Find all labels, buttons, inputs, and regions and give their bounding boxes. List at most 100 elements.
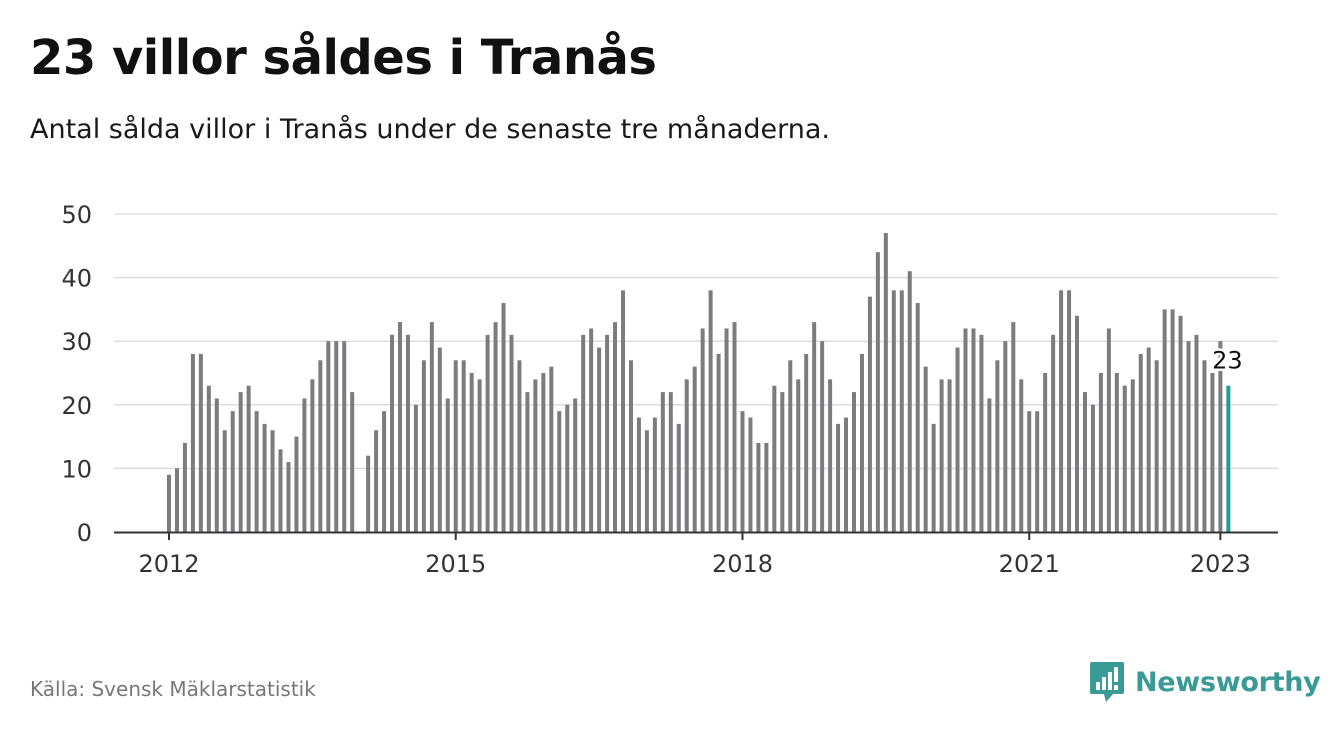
bar (270, 430, 275, 532)
bar (310, 379, 315, 532)
bar (621, 290, 625, 532)
bar (206, 385, 211, 532)
bar (1130, 379, 1135, 532)
bar (1170, 309, 1175, 532)
bar (939, 379, 944, 532)
bar (1154, 360, 1159, 532)
x-tick-label: 2018 (712, 550, 773, 578)
bar (836, 423, 841, 532)
bar (1027, 411, 1032, 532)
bar (748, 417, 753, 532)
y-tick-label: 50 (61, 201, 92, 229)
bar (628, 360, 633, 532)
bar (302, 398, 307, 532)
bar (804, 353, 809, 532)
bar (915, 303, 920, 532)
bar (780, 392, 785, 532)
bar (1210, 373, 1215, 532)
bar (437, 347, 442, 532)
bar (1178, 315, 1183, 532)
bar (1146, 347, 1151, 532)
bar (756, 442, 761, 532)
bar (318, 360, 323, 532)
bar (1106, 328, 1111, 532)
bar (851, 392, 856, 532)
bar (342, 341, 347, 532)
bar (517, 360, 522, 532)
bar (764, 442, 769, 532)
bar (222, 430, 227, 532)
bar (366, 455, 371, 532)
bar (716, 353, 721, 532)
bar (613, 322, 618, 532)
highlighted-bar (1226, 385, 1231, 532)
bar (238, 392, 243, 532)
bar (262, 423, 267, 532)
bar (844, 417, 849, 532)
bar (955, 347, 960, 532)
bar (1043, 373, 1048, 532)
bar (979, 334, 984, 532)
bar (350, 392, 355, 532)
bar (899, 290, 904, 532)
bar (525, 392, 530, 532)
bar (230, 411, 235, 532)
bar (485, 334, 490, 532)
bar (788, 360, 793, 532)
bar (573, 398, 578, 532)
bar (557, 411, 562, 532)
bar (405, 334, 410, 532)
bar (382, 411, 387, 532)
newsworthy-logo[interactable]: Newsworthy (1089, 660, 1321, 704)
bar (828, 379, 833, 532)
bar-series (167, 233, 1231, 532)
bar (565, 404, 570, 532)
y-tick-label: 30 (61, 328, 92, 356)
bar (421, 360, 426, 532)
bar (644, 430, 649, 532)
bar (374, 430, 379, 532)
bar (684, 379, 689, 532)
bar (812, 322, 817, 532)
bar (429, 322, 434, 532)
bar-chart-bubble-icon (1090, 662, 1124, 702)
bar (660, 392, 665, 532)
bar (995, 360, 1000, 532)
bar (724, 328, 729, 532)
bar (1051, 334, 1056, 532)
bar (469, 373, 474, 532)
bar (1186, 341, 1191, 532)
bar (1114, 373, 1119, 532)
bar (676, 423, 681, 532)
y-tick-label: 0 (77, 519, 92, 547)
x-tick-label: 2012 (138, 550, 199, 578)
bar (294, 436, 299, 532)
bar (605, 334, 610, 532)
bar (461, 360, 466, 532)
bar (891, 290, 896, 532)
bar (477, 379, 482, 532)
bar (286, 462, 291, 532)
bar (859, 353, 864, 532)
bar (971, 328, 976, 532)
bar (1082, 392, 1087, 532)
bar (1162, 309, 1167, 532)
bar (700, 328, 705, 532)
bar (772, 385, 777, 532)
bar (963, 328, 968, 532)
bar (198, 353, 203, 532)
bar (246, 385, 251, 532)
bar (541, 373, 546, 532)
bar (214, 398, 219, 532)
bar (1194, 334, 1199, 532)
bar (182, 442, 187, 532)
chart-title: 23 villor såldes i Tranås (30, 30, 657, 86)
bar (1138, 353, 1143, 532)
bar (987, 398, 992, 532)
bar (636, 417, 641, 532)
bar (1003, 341, 1008, 532)
bar (1202, 360, 1207, 532)
bar (668, 392, 673, 532)
bar (413, 404, 418, 532)
